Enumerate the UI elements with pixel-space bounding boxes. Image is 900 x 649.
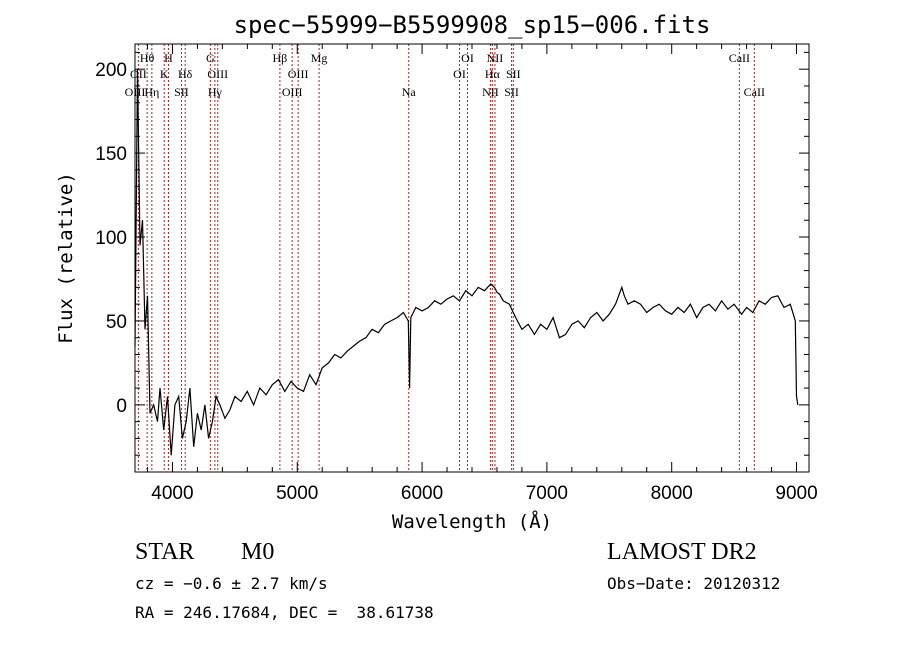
line-marker-label: Hγ bbox=[208, 85, 223, 99]
line-marker-label: SII bbox=[174, 85, 189, 99]
x-tick-label: 9000 bbox=[775, 483, 817, 504]
x-axis-ticks: 4000 5000 6000 7000 8000 9000 bbox=[146, 44, 818, 504]
line-marker-label: NII bbox=[482, 85, 499, 99]
spectrum-line bbox=[134, 69, 799, 456]
line-marker-label: Mg bbox=[311, 51, 328, 65]
line-marker-label: K bbox=[160, 67, 169, 81]
line-marker-label: OI bbox=[461, 51, 474, 65]
y-axis-label: Flux (relative) bbox=[55, 172, 77, 344]
x-tick-label: 6000 bbox=[401, 483, 443, 504]
y-tick-label: 50 bbox=[106, 312, 127, 333]
line-marker-label: Hη bbox=[144, 85, 159, 99]
x-tick-label: 8000 bbox=[651, 483, 693, 504]
line-marker-label: OII bbox=[130, 67, 147, 81]
obs-date: Obs−Date: 20120312 bbox=[607, 574, 781, 593]
y-axis-ticks: 0 50 100 150 200 bbox=[95, 51, 809, 473]
line-marker-label: OI bbox=[453, 67, 466, 81]
y-tick-label: 150 bbox=[95, 144, 127, 165]
coordinates: RA = 246.17684, DEC = 38.61738 bbox=[135, 603, 434, 622]
x-tick-label: 5000 bbox=[276, 483, 318, 504]
object-class: STAR bbox=[135, 539, 195, 565]
line-marker-label: SII bbox=[506, 67, 521, 81]
line-marker-label: Na bbox=[402, 85, 417, 99]
y-tick-label: 100 bbox=[95, 228, 127, 249]
chart-title: spec−55999−B5599908_sp15−006.fits bbox=[234, 11, 711, 39]
x-tick-label: 4000 bbox=[151, 483, 193, 504]
line-marker-label: Hα bbox=[485, 67, 501, 81]
line-marker-label: H bbox=[164, 51, 173, 65]
plot-frame bbox=[134, 43, 810, 473]
line-marker-label: OIII bbox=[282, 85, 303, 99]
subclass: M0 bbox=[241, 539, 275, 565]
line-marker-label: CaII bbox=[744, 85, 765, 99]
line-marker-label: NII bbox=[487, 51, 504, 65]
x-axis-label: Wavelength (Å) bbox=[392, 510, 552, 533]
line-marker-label: SII bbox=[504, 85, 519, 99]
line-marker-label: OIII bbox=[207, 67, 228, 81]
line-marker-label: Hβ bbox=[273, 51, 288, 65]
line-markers bbox=[134, 44, 755, 472]
line-marker-label: Hθ bbox=[140, 51, 155, 65]
line-marker-label: CaII bbox=[729, 51, 750, 65]
y-tick-label: 200 bbox=[95, 60, 127, 81]
x-tick-label: 7000 bbox=[526, 483, 568, 504]
line-marker-label: Hδ bbox=[178, 67, 193, 81]
line-marker-label: G bbox=[206, 51, 215, 65]
survey-name: LAMOST DR2 bbox=[607, 539, 757, 565]
line-marker-label: OIII bbox=[288, 67, 309, 81]
redshift-text: cz = −0.6 ± 2.7 km/s bbox=[135, 574, 328, 593]
y-tick-label: 0 bbox=[116, 396, 127, 417]
